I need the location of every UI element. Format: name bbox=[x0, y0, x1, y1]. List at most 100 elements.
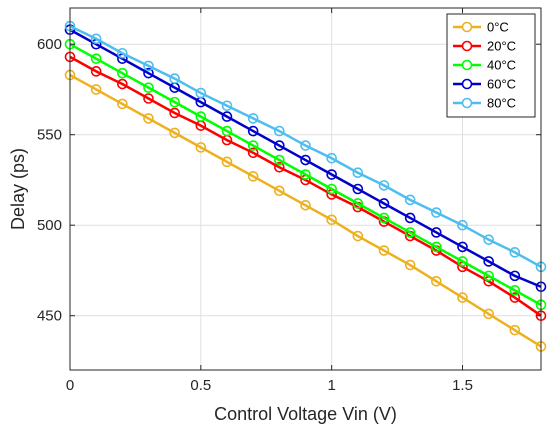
data-point bbox=[378, 180, 390, 191]
data-point bbox=[326, 169, 337, 180]
data-point bbox=[457, 292, 468, 303]
data-point bbox=[300, 199, 311, 211]
data-point bbox=[457, 256, 468, 267]
data-point bbox=[274, 140, 285, 151]
axes-box bbox=[69, 7, 542, 371]
data-point bbox=[117, 47, 128, 59]
series-1 bbox=[64, 51, 547, 322]
series-line bbox=[69, 28, 542, 288]
data-point bbox=[274, 185, 285, 197]
data-point bbox=[117, 67, 128, 79]
series-line bbox=[69, 24, 542, 268]
data-point bbox=[378, 198, 390, 209]
data-point bbox=[143, 93, 154, 104]
data-point bbox=[457, 241, 468, 253]
data-point bbox=[247, 125, 259, 137]
x-tick-label: 1.5 bbox=[452, 377, 473, 394]
data-point bbox=[300, 154, 311, 166]
legend: 0°C 20°C 40°C 60°C 80°C bbox=[446, 13, 536, 118]
data-point bbox=[326, 152, 337, 164]
x-tick-label: 1 bbox=[327, 377, 335, 394]
y-axis-label: Delay (ps) bbox=[8, 148, 28, 230]
data-point bbox=[195, 111, 207, 122]
legend-label: 40°C bbox=[487, 58, 516, 73]
data-point bbox=[509, 292, 521, 303]
data-point bbox=[143, 113, 154, 124]
data-point bbox=[247, 147, 259, 159]
data-point bbox=[483, 256, 494, 267]
data-point bbox=[117, 78, 128, 90]
legend-label: 20°C bbox=[487, 39, 516, 54]
legend-marker bbox=[461, 97, 473, 109]
x-axis-label: Control Voltage Vin (V) bbox=[214, 404, 397, 424]
legend-item: 20°C bbox=[453, 39, 516, 54]
data-point bbox=[431, 207, 442, 218]
legend-label: 0°C bbox=[487, 20, 509, 35]
data-point bbox=[247, 113, 259, 124]
series-line bbox=[69, 55, 542, 317]
y-tick-label: 500 bbox=[37, 217, 62, 234]
data-point bbox=[143, 67, 154, 79]
y-tick-label: 550 bbox=[37, 127, 62, 144]
data-point bbox=[169, 107, 180, 119]
data-point bbox=[326, 214, 337, 226]
data-point bbox=[221, 156, 233, 168]
legend-marker bbox=[461, 40, 473, 52]
legend-item: 60°C bbox=[453, 77, 516, 92]
y-tick-label: 450 bbox=[37, 308, 62, 325]
data-point bbox=[300, 169, 311, 180]
data-point bbox=[404, 259, 416, 271]
ticks: 0 0.5 1 1.5 450 500 550 600 bbox=[37, 8, 541, 394]
data-point bbox=[169, 127, 180, 139]
data-point bbox=[483, 308, 494, 320]
data-point bbox=[90, 84, 102, 95]
data-point bbox=[300, 140, 311, 151]
data-point bbox=[509, 270, 521, 282]
data-point bbox=[483, 234, 494, 245]
data-point bbox=[352, 198, 364, 209]
data-point bbox=[274, 161, 285, 173]
data-point bbox=[509, 285, 521, 296]
data-point bbox=[90, 53, 102, 64]
data-point bbox=[509, 324, 521, 336]
data-point bbox=[221, 111, 233, 122]
data-point bbox=[404, 227, 416, 238]
data-point bbox=[352, 167, 364, 179]
data-point bbox=[431, 276, 442, 287]
series-line bbox=[69, 73, 542, 348]
series-0 bbox=[64, 69, 547, 352]
data-point bbox=[274, 125, 285, 137]
data-point bbox=[378, 212, 390, 224]
legend-label: 60°C bbox=[487, 77, 516, 92]
data-point bbox=[352, 230, 364, 242]
data-point bbox=[247, 140, 259, 151]
data-point bbox=[457, 219, 468, 231]
legend-marker bbox=[461, 21, 473, 33]
data-point bbox=[431, 227, 442, 238]
x-tick-label: 0 bbox=[66, 377, 74, 394]
data-point bbox=[274, 154, 285, 166]
data-point bbox=[326, 183, 337, 195]
series-2 bbox=[64, 38, 547, 311]
data-point bbox=[431, 241, 442, 253]
series-line bbox=[69, 43, 542, 306]
data-point bbox=[90, 33, 102, 45]
data-point bbox=[90, 66, 102, 77]
data-point bbox=[483, 270, 494, 282]
data-point bbox=[352, 183, 364, 195]
data-point bbox=[404, 194, 416, 206]
legend-item: 40°C bbox=[453, 58, 516, 73]
data-point bbox=[221, 125, 233, 137]
data-point bbox=[509, 247, 521, 258]
data-point bbox=[143, 60, 154, 72]
data-point bbox=[195, 87, 207, 99]
legend-marker bbox=[461, 78, 473, 90]
data-point bbox=[221, 100, 233, 112]
x-tick-label: 0.5 bbox=[190, 377, 211, 394]
data-point bbox=[247, 171, 259, 182]
legend-item: 0°C bbox=[453, 20, 509, 35]
data-point bbox=[378, 245, 390, 256]
y-tick-label: 600 bbox=[37, 36, 62, 53]
data-point bbox=[404, 212, 416, 224]
